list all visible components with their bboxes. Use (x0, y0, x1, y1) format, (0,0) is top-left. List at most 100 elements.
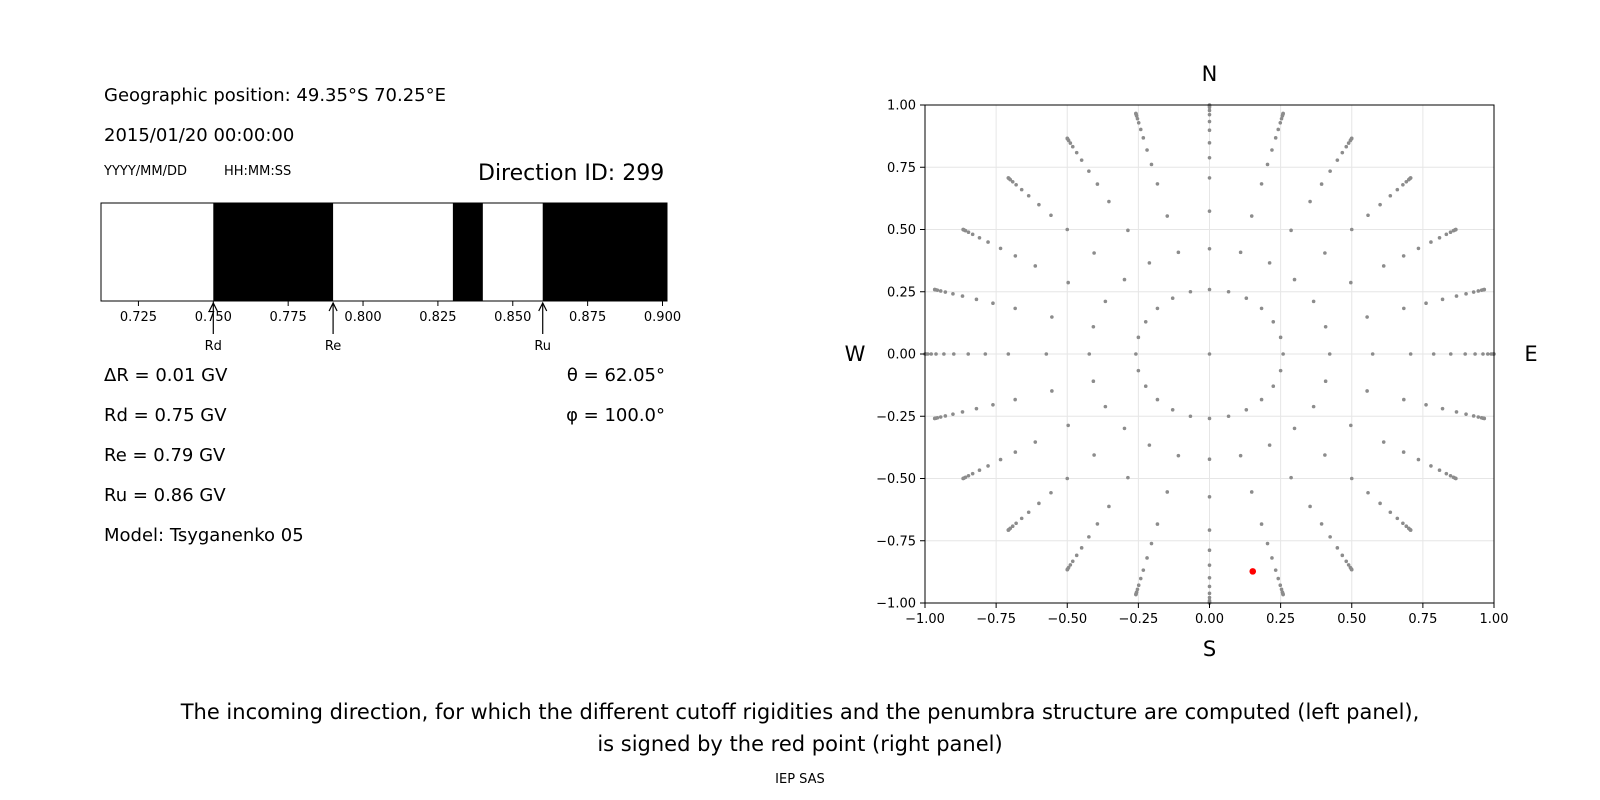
direction-point (1147, 443, 1152, 447)
direction-point (1143, 384, 1148, 389)
forbidden-band-0 (213, 203, 334, 301)
rd-value: Rd = 0.75 GV (104, 405, 227, 426)
direction-point (1207, 352, 1212, 356)
direction-point (1065, 227, 1070, 232)
direction-point (1311, 299, 1316, 304)
direction-point (1010, 524, 1015, 529)
direction-point (1006, 352, 1011, 356)
penumbra-tick-label: 0.825 (419, 310, 456, 325)
direction-point (1095, 182, 1100, 186)
selected-direction (1249, 568, 1257, 575)
direction-point (1136, 121, 1141, 125)
direction-point (1349, 227, 1354, 232)
y-tick-label: −1.00 (876, 597, 916, 612)
direction-point (1395, 187, 1400, 192)
direction-point (1070, 559, 1075, 564)
marker-arrowhead (328, 301, 338, 312)
direction-point (1244, 408, 1249, 412)
direction-point (1454, 410, 1459, 414)
direction-point (1267, 261, 1272, 265)
direction-point (1454, 294, 1459, 298)
direction-point (932, 416, 937, 421)
penumbra-bands (213, 203, 667, 301)
direction-point (1126, 228, 1130, 233)
direction-point (1471, 414, 1476, 418)
direction-point (1037, 202, 1041, 207)
direction-point (991, 301, 995, 306)
direction-point (986, 464, 990, 468)
direction-point (1281, 592, 1285, 597)
direction-point (1010, 179, 1015, 184)
direction-point (1087, 352, 1092, 356)
direction-point (1482, 416, 1487, 421)
direction-point (1149, 162, 1154, 167)
x-tick-label: 0.00 (1195, 612, 1224, 627)
direction-point (960, 294, 965, 298)
direction-point (1448, 473, 1453, 478)
direction-point (1378, 501, 1382, 506)
direction-point (1065, 136, 1070, 141)
direction-point (1244, 296, 1249, 300)
direction-point (1207, 548, 1212, 553)
direction-point (966, 230, 971, 235)
direction-point (1473, 352, 1477, 356)
direction-point (1079, 546, 1084, 550)
direction-point (943, 290, 948, 294)
direction-point (1327, 352, 1332, 356)
x-tick-label: 1.00 (1480, 612, 1509, 627)
direction-point (1335, 546, 1340, 550)
direction-point (1207, 287, 1212, 292)
x-tick-label: 0.75 (1408, 612, 1437, 627)
direction-point (1273, 136, 1278, 140)
compass-labels: N S W E (845, 62, 1538, 661)
direction-point (1141, 568, 1146, 572)
direction-point (1138, 127, 1143, 132)
direction-point (1344, 144, 1349, 149)
direction-point (1259, 182, 1264, 186)
direction-point (1068, 563, 1073, 567)
direction-point (1145, 556, 1149, 560)
marker-label-ru: Ru (534, 339, 551, 354)
x-tick-label: 0.25 (1266, 612, 1295, 627)
direction-point (1170, 408, 1175, 412)
direction-point (1226, 414, 1231, 419)
direction-point (1006, 528, 1011, 532)
direction-point (1437, 235, 1442, 240)
penumbra-tick-label: 0.775 (270, 310, 307, 325)
direction-point (974, 406, 979, 411)
y-tick-label: 0.75 (887, 161, 916, 176)
direction-point (1381, 264, 1386, 268)
marker-arrowhead (208, 301, 218, 312)
direction-point (1013, 306, 1017, 311)
direction-point (1207, 128, 1212, 133)
direction-point (1226, 289, 1231, 294)
direction-point (1103, 299, 1108, 304)
direction-point (1207, 155, 1212, 160)
direction-point (1328, 169, 1332, 173)
direction-point (1135, 587, 1140, 592)
direction-point (1092, 453, 1096, 457)
direction-point (1147, 261, 1152, 265)
datetime: 2015/01/20 00:00:00 (104, 125, 295, 146)
direction-point (934, 352, 938, 356)
re-value: Re = 0.79 GV (104, 445, 226, 466)
direction-point (1207, 591, 1212, 596)
direction-point (1095, 522, 1100, 526)
direction-point (1437, 468, 1442, 473)
model-name: Model: Tsyganenko 05 (104, 525, 304, 546)
direction-point (1141, 136, 1146, 140)
direction-point (1155, 306, 1160, 311)
direction-point (1349, 476, 1354, 481)
y-tick-label: 0.50 (887, 223, 916, 238)
direction-point (1340, 553, 1345, 558)
direction-point (1485, 352, 1490, 356)
direction-point (1134, 352, 1138, 356)
direction-point (1444, 232, 1449, 237)
direction-point (1431, 352, 1436, 356)
y-tick-label: −0.50 (876, 472, 916, 487)
date-format-label: YYYY/MM/DD (104, 164, 187, 179)
direction-point (1188, 289, 1193, 294)
direction-point (1092, 251, 1096, 255)
caption-line-2: is signed by the red point (right panel) (597, 732, 1003, 756)
direction-point (1344, 559, 1349, 564)
